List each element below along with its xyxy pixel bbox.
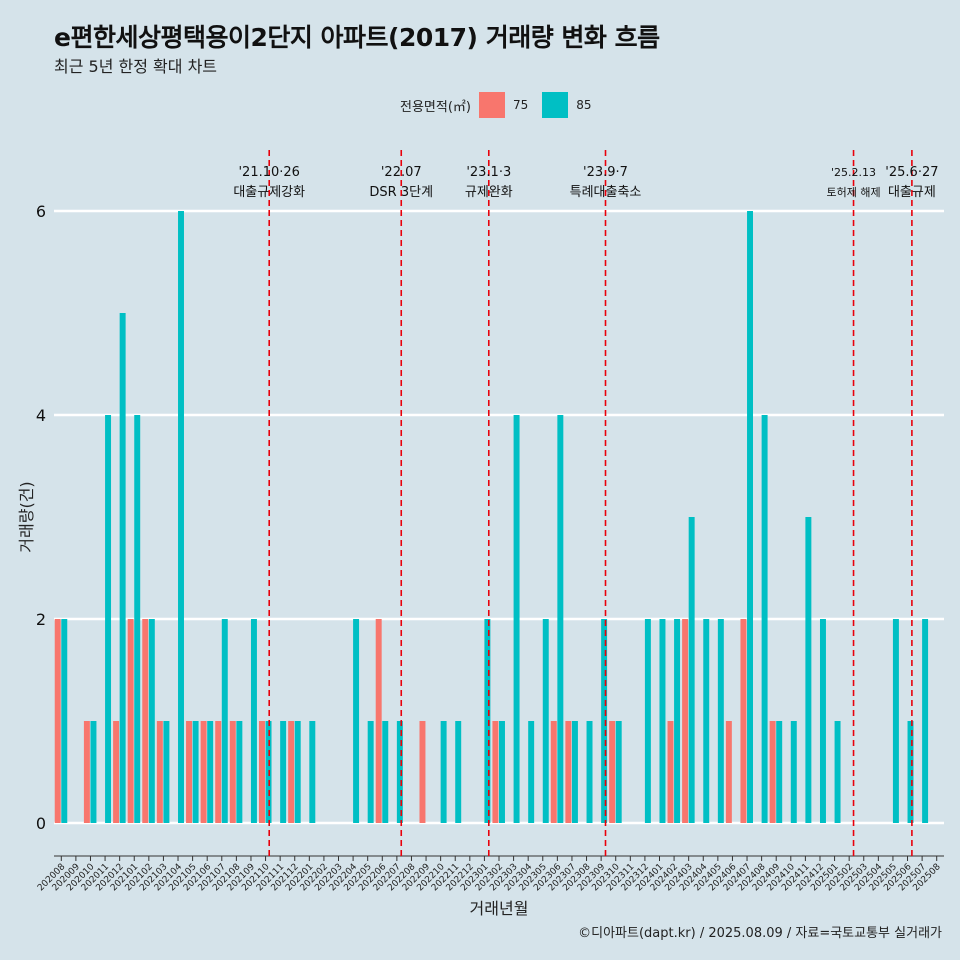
bar-85-202112 <box>294 721 301 823</box>
bar-85-202105 <box>192 721 199 823</box>
chart-title: e편한세상평택용이2단지 아파트(2017) 거래량 변화 흐름 <box>54 23 660 52</box>
bar-85-202305 <box>542 619 549 823</box>
event-date: '22.07 <box>381 165 422 180</box>
bar-75-202407 <box>740 619 747 823</box>
bar-75-202310 <box>609 721 616 823</box>
legend-label-85: 85 <box>576 98 592 112</box>
bar-85-202401 <box>659 619 666 823</box>
bar-85-202211 <box>455 721 462 823</box>
bar-85-202108 <box>236 721 243 823</box>
event-date: '23.9·7 <box>583 165 628 180</box>
bar-85-202012 <box>119 313 126 823</box>
bar-85-202304 <box>528 721 535 823</box>
bar-85-202107 <box>221 619 228 823</box>
event-label: 대출규제 <box>888 185 936 200</box>
legend-label-75: 75 <box>512 98 529 112</box>
bar-75-202012 <box>113 721 120 823</box>
bar-85-202303 <box>513 415 520 823</box>
bar-85-202411 <box>805 517 812 823</box>
event-label: 규제완화 <box>465 185 513 200</box>
bar-85-202201 <box>309 721 316 823</box>
bar-85-202106 <box>207 721 214 823</box>
bar-75-202008 <box>54 619 61 823</box>
bar-85-202501 <box>834 721 841 823</box>
bar-75-202110 <box>258 721 265 823</box>
bar-75-202107 <box>215 721 222 823</box>
bar-85-202309 <box>601 619 608 823</box>
event-date: '23.1·3 <box>466 165 511 180</box>
legend-swatch-85 <box>542 92 569 118</box>
bar-85-202408 <box>761 415 768 823</box>
legend-title: 전용면적(㎡) <box>400 99 471 115</box>
bar-75-202103 <box>156 721 163 823</box>
legend: 전용면적(㎡) 75 85 <box>400 92 598 118</box>
bar-85-202307 <box>571 721 578 823</box>
bar-75-202206 <box>375 619 382 823</box>
legend-swatch-75 <box>478 92 505 118</box>
event-date: '25.2.13 <box>831 166 876 179</box>
bar-75-202112 <box>288 721 295 823</box>
bar-85-202404 <box>703 619 710 823</box>
bar-85-202102 <box>148 619 155 823</box>
bar-75-202101 <box>127 619 134 823</box>
event-label: 특례대출축소 <box>570 185 642 200</box>
bar-85-202505 <box>892 619 899 823</box>
event-label: DSR 3단계 <box>369 185 433 200</box>
bar-85-202310 <box>615 721 622 823</box>
bar-85-202008 <box>61 619 68 823</box>
y-axis-title: 거래량(건) <box>17 481 36 552</box>
bar-85-202207 <box>396 721 403 823</box>
bar-85-202403 <box>688 517 695 823</box>
event-date: '21.10·26 <box>238 165 299 180</box>
bar-85-202205 <box>367 721 374 823</box>
bar-85-202402 <box>674 619 681 823</box>
bar-85-202103 <box>163 721 170 823</box>
y-tick-label: 6 <box>36 202 46 221</box>
bar-75-202406 <box>725 721 732 823</box>
bar-85-202111 <box>280 721 287 823</box>
bar-85-202507 <box>922 619 929 823</box>
y-tick-label: 4 <box>36 406 46 425</box>
bar-85-202204 <box>353 619 360 823</box>
bar-85-202410 <box>790 721 797 823</box>
bar-75-202106 <box>200 721 207 823</box>
source-caption: ©디아파트(dapt.kr) / 2025.08.09 / 자료=국토교통부 실… <box>578 926 942 941</box>
bar-85-202101 <box>134 415 141 823</box>
bar-75-202306 <box>550 721 557 823</box>
bar-75-202403 <box>682 619 689 823</box>
bar-85-202109 <box>250 619 257 823</box>
bar-85-202308 <box>586 721 593 823</box>
bar-85-202407 <box>747 211 753 823</box>
event-label: 토허제 해제 <box>826 185 880 199</box>
bar-85-202210 <box>440 721 447 823</box>
bar-85-202010 <box>90 721 97 823</box>
x-axis-title: 거래년월 <box>470 899 529 918</box>
y-tick-label: 0 <box>36 814 46 833</box>
bar-85-202409 <box>776 721 783 823</box>
bar-85-202011 <box>105 415 112 823</box>
bar-85-202312 <box>644 619 651 823</box>
event-label: 대출규제강화 <box>233 185 305 200</box>
bar-75-202102 <box>142 619 149 823</box>
bar-75-202108 <box>229 721 236 823</box>
bar-85-202506 <box>907 721 914 823</box>
bar-75-202302 <box>492 721 499 823</box>
bar-75-202409 <box>769 721 776 823</box>
bar-75-202307 <box>565 721 572 823</box>
bar-85-202405 <box>717 619 724 823</box>
bar-85-202104 <box>178 211 184 823</box>
bar-75-202402 <box>667 721 674 823</box>
bar-85-202302 <box>499 721 505 823</box>
y-tick-label: 2 <box>36 610 46 629</box>
bar-85-202206 <box>382 721 389 823</box>
bar-85-202412 <box>819 619 826 823</box>
bar-85-202306 <box>557 415 564 823</box>
event-date: '25.6·27 <box>885 165 938 180</box>
chart-subtitle: 최근 5년 한정 확대 차트 <box>54 57 218 76</box>
bar-85-202301 <box>484 619 491 823</box>
bar-75-202209 <box>419 721 426 823</box>
bar-75-202010 <box>83 721 90 823</box>
bar-75-202105 <box>186 721 193 823</box>
